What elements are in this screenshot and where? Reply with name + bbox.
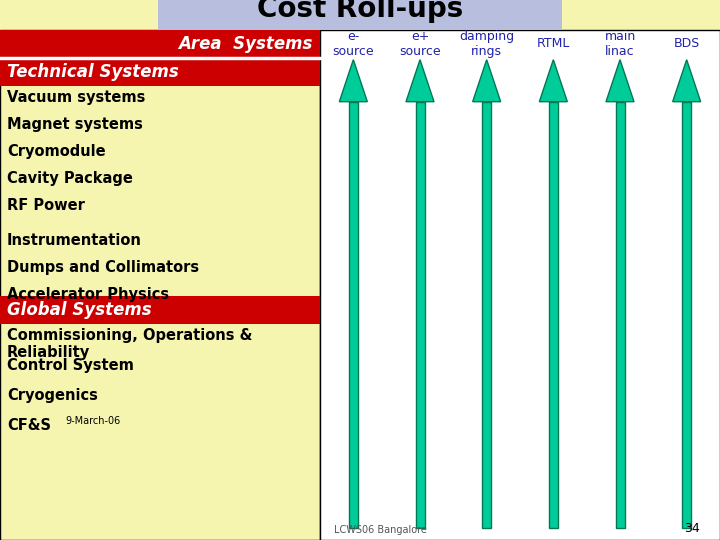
Text: e+
source: e+ source <box>399 30 441 58</box>
Text: Accelerator Physics: Accelerator Physics <box>7 287 169 302</box>
Bar <box>415 102 425 528</box>
Text: Vacuum systems: Vacuum systems <box>7 90 145 105</box>
Text: CF&S: CF&S <box>7 418 51 433</box>
Text: RF Power: RF Power <box>7 198 85 213</box>
Polygon shape <box>539 60 567 102</box>
Bar <box>0 30 320 540</box>
Text: 34: 34 <box>684 522 700 535</box>
Bar <box>0 58 320 86</box>
Bar <box>616 102 624 528</box>
Text: Magnet systems: Magnet systems <box>7 117 143 132</box>
Text: LCWS06 Bangalore: LCWS06 Bangalore <box>333 525 426 535</box>
Text: Dumps and Collimators: Dumps and Collimators <box>7 260 199 275</box>
Bar <box>482 102 491 528</box>
Text: 9-March-06: 9-March-06 <box>65 416 120 426</box>
Polygon shape <box>606 60 634 102</box>
Polygon shape <box>472 60 500 102</box>
Polygon shape <box>339 60 367 102</box>
Text: Commissioning, Operations &
Reliability: Commissioning, Operations & Reliability <box>7 328 253 360</box>
Bar <box>682 102 691 528</box>
Text: Area  Systems: Area Systems <box>178 35 312 53</box>
Text: Instrumentation: Instrumentation <box>7 233 142 248</box>
Text: Cavity Package: Cavity Package <box>7 171 133 186</box>
Text: Cryomodule: Cryomodule <box>7 144 106 159</box>
Bar <box>0 30 320 58</box>
Text: main
linac: main linac <box>604 30 636 58</box>
Polygon shape <box>672 60 701 102</box>
Bar <box>158 0 562 30</box>
Bar <box>549 102 558 528</box>
Text: e-
source: e- source <box>333 30 374 58</box>
Text: Control System: Control System <box>7 357 134 373</box>
Text: BDS: BDS <box>673 37 700 50</box>
Bar <box>0 296 320 323</box>
Text: Cryogenics: Cryogenics <box>7 388 98 403</box>
Text: damping
rings: damping rings <box>459 30 514 58</box>
Polygon shape <box>406 60 434 102</box>
Text: RTML: RTML <box>536 37 570 50</box>
Bar <box>348 102 358 528</box>
Text: Cost Roll-ups: Cost Roll-ups <box>257 0 463 23</box>
Text: Technical Systems: Technical Systems <box>7 63 179 80</box>
Bar <box>320 30 720 540</box>
Text: Global Systems: Global Systems <box>7 301 152 319</box>
